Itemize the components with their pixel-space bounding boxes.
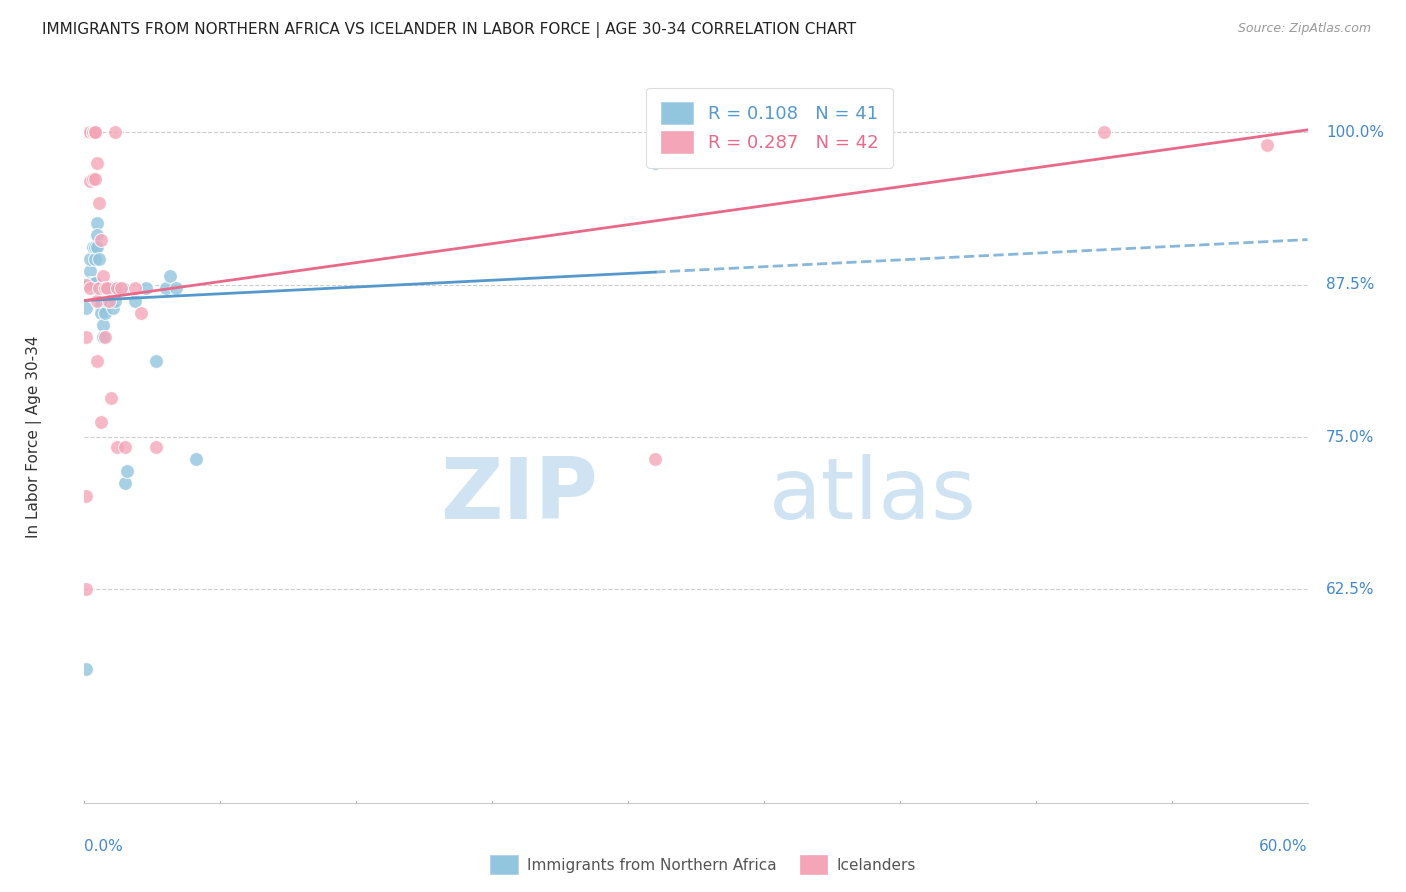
Point <box>87 252 110 266</box>
Point <box>79 125 101 139</box>
Point <box>114 440 136 454</box>
Point <box>93 281 115 295</box>
Point <box>100 391 122 405</box>
Point <box>86 227 108 242</box>
Point <box>131 306 153 320</box>
Point <box>75 489 97 503</box>
Text: 100.0%: 100.0% <box>1326 125 1384 140</box>
Point <box>96 293 118 308</box>
Point <box>91 330 114 344</box>
Point <box>87 196 110 211</box>
Point <box>79 125 101 139</box>
Text: 75.0%: 75.0% <box>1326 430 1374 444</box>
Point <box>79 281 101 295</box>
Point <box>105 281 128 295</box>
Point <box>83 240 105 254</box>
Point <box>86 240 108 254</box>
Point <box>82 277 104 291</box>
Legend: Immigrants from Northern Africa, Icelanders: Immigrants from Northern Africa, Iceland… <box>484 849 922 880</box>
Point <box>145 440 167 454</box>
Point <box>124 281 146 295</box>
Point <box>105 440 128 454</box>
Point <box>75 582 97 597</box>
Point <box>90 306 112 320</box>
Point <box>87 281 110 295</box>
Text: In Labor Force | Age 30-34: In Labor Force | Age 30-34 <box>25 335 42 539</box>
Point <box>186 452 208 467</box>
Point <box>86 215 108 229</box>
Point <box>75 662 97 676</box>
Point <box>104 125 127 139</box>
Point <box>93 330 115 344</box>
Point <box>79 264 101 278</box>
Point <box>165 281 187 295</box>
Text: 0.0%: 0.0% <box>84 839 124 855</box>
Point <box>77 277 100 291</box>
Point <box>145 354 167 368</box>
Point <box>135 281 157 295</box>
Point <box>90 233 112 247</box>
Point <box>644 156 666 170</box>
Point <box>90 298 112 312</box>
Point <box>105 281 128 295</box>
Point <box>1092 125 1115 139</box>
Point <box>87 281 110 295</box>
Point <box>112 281 135 295</box>
Text: ZIP: ZIP <box>440 454 598 537</box>
Point <box>79 252 101 266</box>
Point <box>91 318 114 332</box>
Point <box>82 240 104 254</box>
Text: 87.5%: 87.5% <box>1326 277 1374 293</box>
Point <box>110 281 132 295</box>
Point <box>77 125 100 139</box>
Point <box>86 156 108 170</box>
Text: Source: ZipAtlas.com: Source: ZipAtlas.com <box>1237 22 1371 36</box>
Point <box>115 464 138 478</box>
Point <box>75 330 97 344</box>
Point <box>79 174 101 188</box>
Point <box>100 281 122 295</box>
Point <box>79 125 101 139</box>
Point <box>82 125 104 139</box>
Point <box>97 293 120 308</box>
Point <box>93 281 115 295</box>
Point <box>1256 137 1278 152</box>
Point <box>77 125 100 139</box>
Point <box>83 252 105 266</box>
Point <box>159 269 181 284</box>
Legend: R = 0.108   N = 41, R = 0.287   N = 42: R = 0.108 N = 41, R = 0.287 N = 42 <box>647 87 893 168</box>
Point <box>90 293 112 308</box>
Point <box>104 293 127 308</box>
Point <box>155 281 177 295</box>
Text: 62.5%: 62.5% <box>1326 582 1375 597</box>
Point <box>644 452 666 467</box>
Point <box>83 125 105 139</box>
Text: 60.0%: 60.0% <box>1260 839 1308 855</box>
Point <box>91 269 114 284</box>
Point <box>75 301 97 315</box>
Point <box>83 171 105 186</box>
Point <box>75 277 97 292</box>
Point <box>136 830 159 844</box>
Point <box>96 281 118 295</box>
Point <box>83 277 105 291</box>
Point <box>93 306 115 320</box>
Text: IMMIGRANTS FROM NORTHERN AFRICA VS ICELANDER IN LABOR FORCE | AGE 30-34 CORRELAT: IMMIGRANTS FROM NORTHERN AFRICA VS ICELA… <box>42 22 856 38</box>
Point <box>82 125 104 139</box>
Point <box>82 171 104 186</box>
Point <box>114 476 136 491</box>
Text: atlas: atlas <box>769 454 977 537</box>
Point <box>97 281 120 295</box>
Point <box>82 125 104 139</box>
Point <box>101 301 124 315</box>
Point <box>90 416 112 430</box>
Point <box>86 293 108 308</box>
Point <box>86 354 108 368</box>
Point <box>124 293 146 308</box>
Point <box>83 125 105 139</box>
Point <box>79 277 101 291</box>
